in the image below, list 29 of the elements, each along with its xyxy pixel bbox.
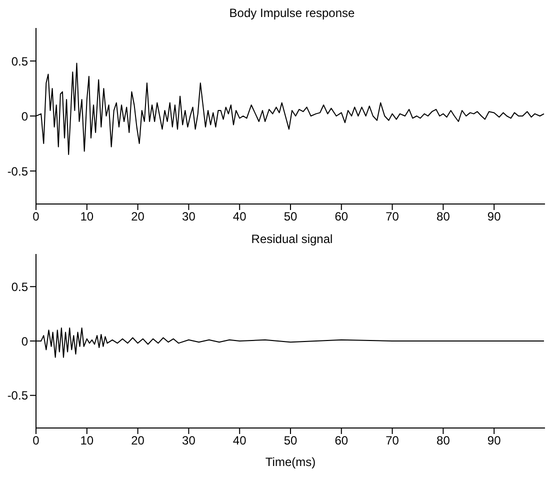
x-tick-label: 90 [487,210,502,224]
x-tick-label: 10 [80,210,94,224]
x-tick-label: 90 [487,434,502,448]
x-axis-title: Time(ms) [265,455,316,469]
x-tick-label: 70 [386,210,400,224]
x-tick-label: 20 [131,210,145,224]
x-tick-label: 10 [80,434,94,448]
x-tick-label: 80 [436,210,450,224]
y-tick-label: -0.5 [7,388,28,403]
x-tick-label: 80 [436,434,450,448]
x-tick-label: 70 [386,434,400,448]
x-tick-label: 0 [32,210,40,224]
chart-title: Body Impulse response [228,5,356,22]
y-tick-label: -0.5 [7,164,28,178]
y-tick-label: 0.5 [11,280,28,294]
x-tick-label: 20 [131,434,145,448]
x-tick-label: 60 [334,434,348,448]
y-tick-label: 0 [21,109,28,124]
x-tick-label: 50 [284,210,298,224]
x-tick-label: 30 [182,210,196,224]
x-tick-label: 60 [334,210,348,224]
x-tick-label: 40 [232,210,247,224]
x-tick-label: 0 [32,434,40,448]
y-tick-label: 0 [21,334,28,348]
y-tick-label: 0.5 [11,54,28,68]
chart-title: Residual signal [250,231,334,248]
x-tick-label: 30 [182,434,196,448]
x-tick-label: 40 [232,434,247,448]
x-tick-label: 50 [284,434,298,448]
